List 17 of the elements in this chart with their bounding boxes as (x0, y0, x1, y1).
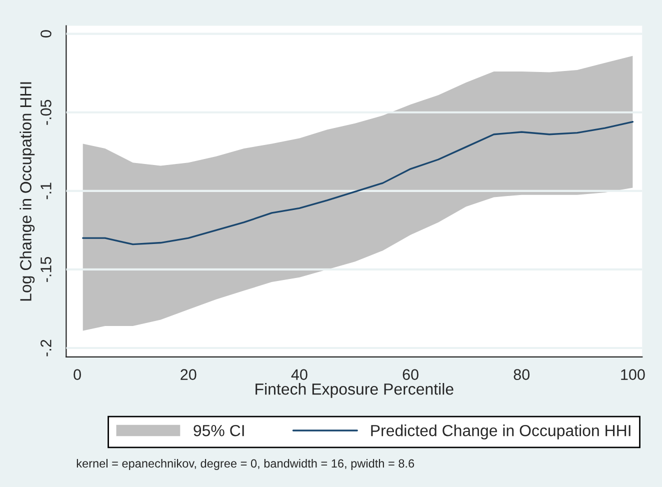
y-axis-title: Log Change in Occupation HHI (20, 82, 35, 301)
y-tick-label: -.15 (40, 256, 52, 282)
text: kernel = epanechnikov, degree = 0, bandwidth = 16, pwidth = 8.6 (76, 458, 414, 470)
legend-label: 95% CI (194, 424, 244, 436)
y-tick-label: -.05 (40, 100, 52, 125)
line-series (82, 120, 634, 246)
x-tick-label: 40 (291, 369, 308, 380)
y-tick-label: 0 (40, 30, 52, 38)
y-tick-label: -.1 (40, 182, 52, 200)
x-tick-label: 20 (180, 369, 196, 380)
x-tick-label: 0 (74, 369, 81, 380)
x-tick-label: 100 (621, 369, 645, 380)
legend-label: Predicted Change in Occupation HHI (371, 424, 630, 440)
y-tick-label: -.2 (40, 340, 52, 356)
x-tick-label: 80 (514, 369, 530, 380)
x-axis-title: Fintech Exposure Percentile (256, 383, 454, 398)
x-tick-label: 60 (402, 369, 418, 380)
